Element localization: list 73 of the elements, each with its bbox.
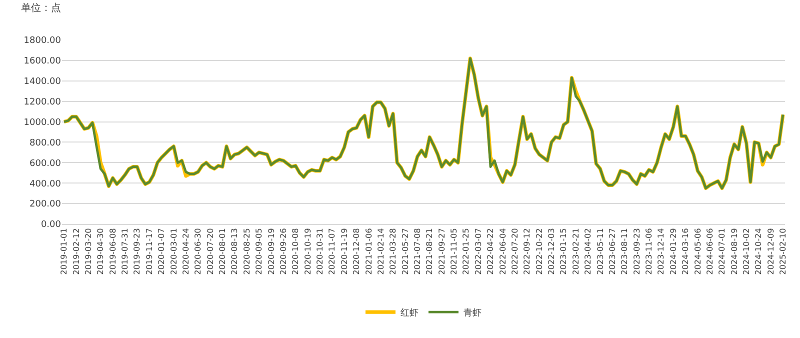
x-tick-label: 2024-08-19 (730, 228, 739, 275)
y-tick-label: 200.00 (30, 200, 62, 210)
x-tick-label: 2023-08-11 (620, 228, 630, 275)
x-tick-label: 2019-09-23 (132, 228, 142, 275)
x-tick-label: 2020-06-30 (194, 228, 203, 275)
x-tick-label: 2020-10-31 (316, 228, 325, 275)
x-tick-label: 2020-08-25 (242, 228, 252, 275)
y-tick-label: 1600.00 (24, 56, 62, 67)
x-tick-label: 2024-12-09 (766, 228, 776, 275)
x-tick-label: 2019-02-12 (72, 228, 81, 275)
x-tick-label: 2021-01-06 (364, 228, 374, 275)
x-tick-label: 2023-05-11 (596, 228, 605, 275)
x-tick-label: 2022-06-04 (498, 228, 508, 275)
x-tick-label: 2022-07-20 (510, 228, 520, 275)
x-tick-label: 2019-04-30 (96, 228, 106, 275)
x-tick-label: 2021-02-14 (376, 228, 386, 275)
x-tick-label: 2023-12-14 (656, 228, 666, 275)
x-tick-label: 2020-08-01 (218, 228, 228, 275)
x-tick-label: 2021-11-05 (450, 228, 459, 275)
legend-label: 青虾 (464, 308, 482, 319)
x-tick-label: 2023-11-06 (644, 228, 654, 275)
x-tick-label: 2023-06-27 (608, 228, 617, 275)
x-tick-label: 2019-03-20 (84, 228, 93, 275)
x-tick-label: 2020-10-19 (303, 228, 312, 275)
y-tick-label: 800.00 (30, 138, 62, 148)
x-tick-label: 2024-10-02 (742, 228, 752, 275)
x-tick-label: 2021-07-08 (413, 228, 422, 275)
y-tick-label: 1800.00 (24, 36, 62, 46)
x-tick-label: 2020-09-05 (254, 228, 264, 275)
text: 单位：点 (21, 2, 61, 14)
x-tick-label: 2022-09-12 (522, 228, 532, 275)
x-tick-label: 2020-07-20 (206, 228, 215, 275)
x-tick-label: 2020-03-01 (169, 228, 178, 275)
x-tick-label: 2024-07-01 (718, 228, 727, 275)
x-tick-label: 2022-12-03 (547, 228, 556, 275)
x-tick-label: 2022-10-22 (534, 228, 544, 275)
x-tick-label: 2020-11-07 (328, 228, 337, 275)
x-tick-label: 2023-04-02 (584, 228, 593, 275)
x-tick-label: 2019-01-01 (60, 228, 69, 275)
x-tick-label: 2019-06-08 (108, 228, 118, 275)
x-tick-label: 2019-11-17 (144, 228, 154, 275)
x-tick-label: 2024-01-29 (668, 228, 678, 275)
x-tick-label: 2020-12-08 (352, 228, 362, 275)
x-tick-label: 2024-06-06 (705, 228, 714, 275)
x-tick-label: 2021-09-27 (437, 228, 446, 275)
x-tick-label: 2024-03-16 (681, 228, 690, 275)
x-tick-label: 2019-07-31 (120, 228, 130, 275)
y-tick-label: 600.00 (30, 158, 62, 169)
y-tick-label: 400.00 (30, 179, 62, 190)
y-tick-label: 1200.00 (24, 97, 62, 108)
x-tick-label: 2020-09-26 (278, 228, 288, 275)
x-tick-label: 2025-02-10 (778, 228, 788, 275)
x-tick-label: 2020-10-08 (291, 228, 300, 275)
x-tick-label: 2023-09-23 (632, 228, 642, 275)
x-tick-label: 2020-11-19 (340, 228, 349, 275)
x-tick-label: 2020-01-07 (157, 228, 166, 275)
x-tick-label: 2020-04-24 (181, 228, 190, 275)
x-tick-label: 2024-05-06 (693, 228, 702, 275)
x-tick-label: 2020-08-13 (230, 228, 240, 275)
y-tick-label: 1400.00 (24, 77, 62, 88)
x-tick-label: 2023-02-21 (571, 228, 580, 275)
y-tick-label: 1000.00 (24, 118, 62, 128)
x-tick-label: 2020-09-19 (266, 228, 276, 275)
x-tick-label: 2021-05-27 (400, 228, 410, 275)
x-tick-label: 2022-04-22 (486, 228, 496, 275)
y-tick-label: 0.00 (40, 220, 62, 230)
legend-label: 红虾 (400, 308, 418, 319)
x-tick-label: 2022-01-25 (462, 228, 471, 275)
x-tick-label: 2024-10-24 (754, 228, 764, 275)
x-tick-label: 2021-08-21 (425, 228, 434, 275)
x-tick-label: 2022-03-07 (474, 228, 483, 275)
x-tick-label: 2023-01-15 (559, 228, 568, 275)
x-tick-label: 2021-03-28 (388, 228, 398, 275)
